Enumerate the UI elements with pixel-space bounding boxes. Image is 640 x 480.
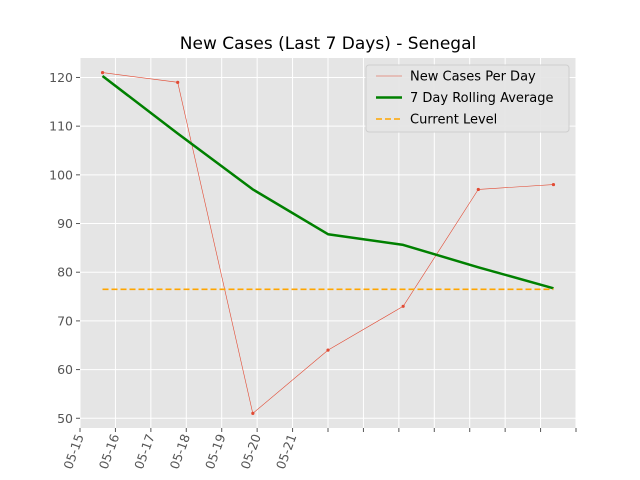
data-point xyxy=(476,187,480,192)
legend-label: Current Level xyxy=(410,113,497,128)
data-point xyxy=(176,80,180,84)
series-layer xyxy=(100,71,556,415)
series-line xyxy=(101,75,554,290)
y-tick-label: 110 xyxy=(49,119,73,134)
chart-title: New Cases (Last 7 Days) - Senegal xyxy=(180,34,476,54)
y-axis: 50 60 70 80 90 100 110 120 xyxy=(49,70,80,426)
x-tick-label: 05-18 xyxy=(167,432,194,471)
y-tick-label: 90 xyxy=(57,216,73,231)
x-tick-label: 05-19 xyxy=(202,432,229,471)
x-axis: 05-15 05-16 05-17 05-18 05-19 05-20 05-21 xyxy=(60,428,577,471)
x-tick-label: 05-16 xyxy=(96,432,123,471)
data-point xyxy=(401,304,405,308)
data-point xyxy=(251,411,255,415)
x-tick-label: 05-20 xyxy=(237,432,264,471)
y-tick-label: 100 xyxy=(49,167,73,182)
legend: New Cases Per Day 7 Day Rolling Average Cu… xyxy=(365,64,570,133)
y-tick-label: 60 xyxy=(57,362,73,377)
grid xyxy=(79,58,577,428)
data-point xyxy=(100,71,105,75)
y-tick-label: 50 xyxy=(57,411,73,426)
legend-item: Current Level xyxy=(376,113,497,128)
series-0 xyxy=(100,71,556,415)
y-tick-label: 80 xyxy=(57,265,73,280)
data-point xyxy=(326,348,330,352)
x-tick-label: 05-15 xyxy=(60,432,87,471)
legend-item: 7 Day Rolling Average xyxy=(376,91,553,106)
legend-item: New Cases Per Day xyxy=(376,70,536,85)
legend-label: New Cases Per Day xyxy=(410,70,536,85)
y-tick-label: 70 xyxy=(57,313,73,328)
legend-label: 7 Day Rolling Average xyxy=(410,91,553,106)
data-point xyxy=(551,182,556,187)
legend-box xyxy=(365,64,570,133)
y-tick-label: 120 xyxy=(49,70,73,85)
x-tick-label: 05-17 xyxy=(131,432,158,471)
series-1 xyxy=(101,75,554,290)
x-tick-label: 05-21 xyxy=(273,432,300,471)
